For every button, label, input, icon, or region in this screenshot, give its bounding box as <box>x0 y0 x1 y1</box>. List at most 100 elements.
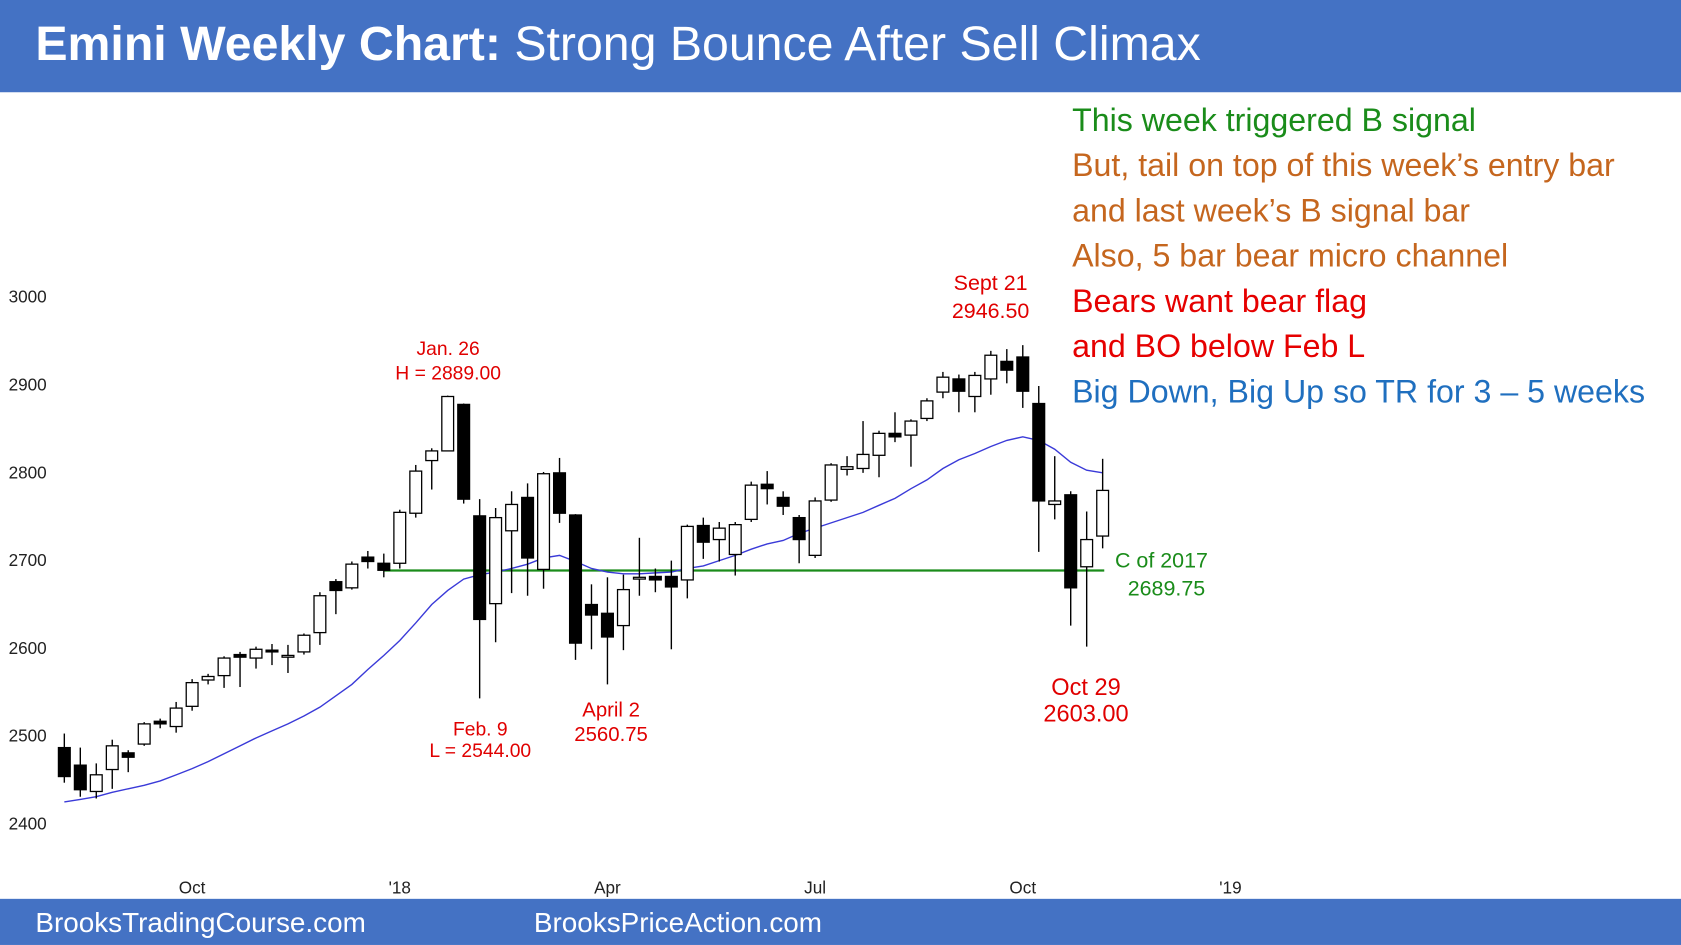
title-bar <box>0 0 1681 93</box>
note: Big Down, Big Up so TR for 3 – 5 weeks <box>1072 373 1645 409</box>
candle-body <box>968 374 982 398</box>
candle-body <box>792 516 806 541</box>
candle-body <box>728 523 742 556</box>
candle-body <box>505 503 519 532</box>
y-tick-label: 2600 <box>9 638 47 658</box>
x-tick-label: Jul <box>804 878 826 898</box>
candle-body <box>1080 538 1094 568</box>
y-tick-label: 2800 <box>9 462 47 482</box>
annotation: Jan. 26 <box>416 339 479 360</box>
candle-body <box>712 527 726 541</box>
annotation: Feb. 9 <box>453 720 508 741</box>
candle-body <box>760 483 774 490</box>
candle-body <box>457 403 471 500</box>
candle-body <box>473 515 487 621</box>
footer-bar <box>0 898 1681 945</box>
y-tick-label: 2500 <box>9 726 47 746</box>
title-rest: Strong Bounce After Sell Climax <box>514 17 1200 71</box>
candle-body <box>537 473 551 571</box>
candle-body <box>632 576 646 580</box>
candle-body <box>552 472 567 514</box>
candle-body <box>600 612 614 638</box>
annotation: 2946.50 <box>952 299 1030 323</box>
y-tick-label: 3000 <box>9 287 47 307</box>
candle-body <box>441 395 455 452</box>
candle-body <box>265 649 279 653</box>
y-tick-label: 2400 <box>9 813 47 833</box>
candle-body <box>952 378 966 392</box>
candle-body <box>1032 402 1046 502</box>
candle-body <box>776 496 790 507</box>
candle-body <box>1048 500 1062 506</box>
annotation: 2560.75 <box>574 724 648 746</box>
chart-title: Emini Weekly Chart: Strong Bounce After … <box>35 17 1200 71</box>
candle-body <box>409 470 423 514</box>
candle-body <box>584 603 599 616</box>
candle-body <box>329 581 343 592</box>
candle-body <box>57 746 71 778</box>
candle-body <box>201 675 215 681</box>
x-tick-label: Oct <box>179 878 206 898</box>
candle-body <box>808 500 822 557</box>
footer-right: BrooksPriceAction.com <box>534 907 822 938</box>
candle-body <box>521 496 535 559</box>
candle-body <box>489 516 503 605</box>
candle-body <box>73 764 87 791</box>
candle-body <box>1016 356 1030 392</box>
moving-average <box>64 436 1103 803</box>
note: and last week’s B signal bar <box>1072 192 1470 228</box>
candle-body <box>313 595 327 634</box>
candle-body <box>377 562 391 571</box>
note: This week triggered B signal <box>1072 102 1476 138</box>
x-tick-label: Apr <box>594 878 621 898</box>
note: But, tail on top of this week’s entry ba… <box>1072 147 1615 183</box>
candle-body <box>185 681 199 707</box>
annotation: Sept 21 <box>954 271 1028 295</box>
candle-body <box>297 634 311 653</box>
candle-body <box>888 432 902 438</box>
y-tick-label: 2700 <box>9 550 47 570</box>
candle-body <box>568 514 583 644</box>
candle-body <box>744 484 758 521</box>
x-tick-label: '18 <box>389 878 411 898</box>
annotation: April 2 <box>582 700 640 722</box>
candle-body <box>904 420 918 436</box>
candle-body <box>616 588 630 627</box>
candle-body <box>696 524 710 543</box>
candle-body <box>137 723 151 745</box>
candle-body <box>249 648 263 659</box>
candle-body <box>648 575 662 581</box>
candle-body <box>425 450 439 462</box>
candle-body <box>920 400 934 420</box>
candle-body <box>393 511 407 564</box>
candle-body <box>664 575 678 588</box>
candle-body <box>824 464 838 501</box>
note: Bears want bear flag <box>1072 283 1367 319</box>
candle-body <box>217 657 231 677</box>
candle-body <box>281 654 295 658</box>
candle-body <box>345 563 359 589</box>
candle-body <box>1064 494 1078 589</box>
x-tick-label: Oct <box>1009 878 1036 898</box>
candle-body <box>680 525 694 581</box>
candle-body <box>1000 360 1014 371</box>
title-bold: Emini Weekly Chart: <box>35 17 501 71</box>
y-tick-label: 2900 <box>9 374 47 394</box>
candle-body <box>936 376 950 393</box>
reference-value: 2689.75 <box>1128 577 1206 601</box>
candle-body <box>984 354 998 380</box>
candle-body <box>105 745 119 771</box>
candle-body <box>121 752 135 758</box>
candle-body <box>153 720 167 725</box>
footer-left: BrooksTradingCourse.com <box>35 907 365 938</box>
note: Also, 5 bar bear micro channel <box>1072 238 1508 274</box>
x-tick-label: '19 <box>1219 878 1241 898</box>
note: and BO below Feb L <box>1072 328 1365 364</box>
candle-body <box>872 432 886 456</box>
annotation: Oct 29 <box>1051 674 1120 700</box>
annotation: 2603.00 <box>1043 701 1128 727</box>
annotation: H = 2889.00 <box>395 363 501 384</box>
candle-body <box>840 466 854 470</box>
